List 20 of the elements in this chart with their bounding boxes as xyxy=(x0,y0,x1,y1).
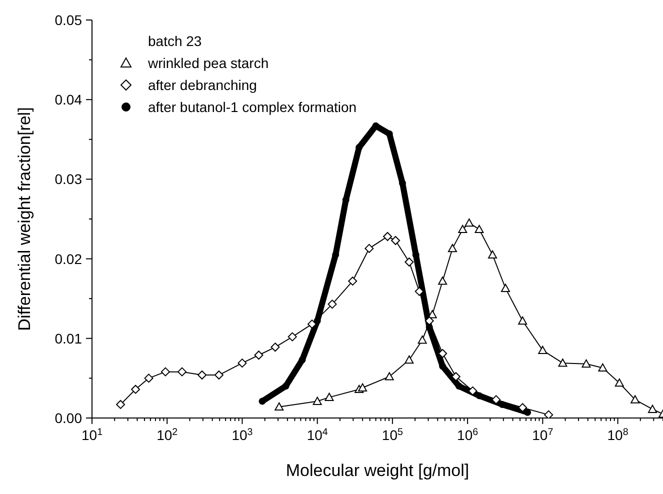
x-tick-label: 10$^{3}$ xyxy=(232,426,254,443)
legend-label: wrinkled pea starch xyxy=(148,54,269,73)
x-tick-label: 10$^{8}$ xyxy=(607,426,629,443)
x-axis-title: Molecular weight [g/mol] xyxy=(286,461,470,480)
x-tick-label: 10$^{5}$ xyxy=(382,426,404,443)
x-tick-label: 10$^{6}$ xyxy=(457,426,479,443)
y-tick-label: 0.05 xyxy=(54,12,82,28)
x-tick-label: 10$^{2}$ xyxy=(156,426,178,443)
legend-title: batch 23 xyxy=(147,32,203,51)
x-tick-label: 10$^{7}$ xyxy=(532,426,554,443)
legend-label: after debranching xyxy=(148,76,257,95)
y-tick-label: 0.00 xyxy=(54,410,82,426)
y-tick-label: 0.03 xyxy=(54,171,82,188)
x-tick-label: 10$^{4}$ xyxy=(306,426,328,443)
y-tick-label: 0.02 xyxy=(54,250,82,267)
y-axis-title: Differential weight fraction[rel] xyxy=(15,107,34,331)
legend-label: after butanol-1 complex formation xyxy=(148,98,357,117)
x-tick-label: 10$^{1}$ xyxy=(81,426,103,443)
y-tick-label: 0.01 xyxy=(54,330,82,346)
y-tick-label: 0.04 xyxy=(54,92,82,108)
